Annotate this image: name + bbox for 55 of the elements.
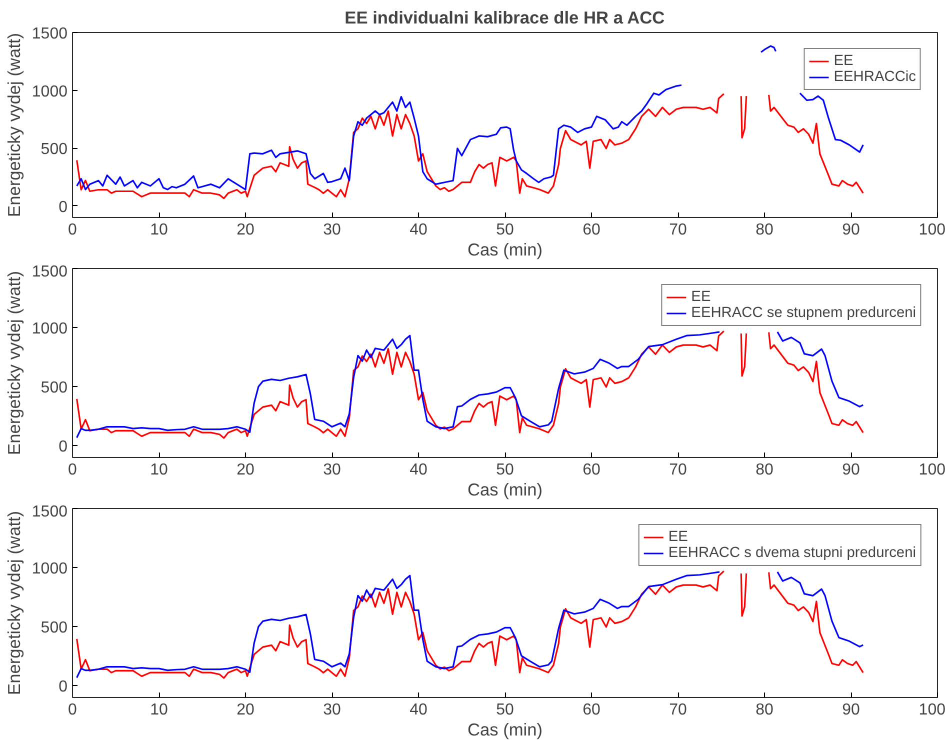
x-tick-label: 40 — [410, 702, 428, 718]
legend-label: EEHRACCic — [834, 69, 916, 85]
y-tick-label: 1000 — [32, 320, 68, 338]
x-tick-label: 10 — [150, 222, 168, 238]
x-tick-label: 20 — [236, 222, 254, 238]
y-axis-title: Energeticky vydej (watt) — [4, 511, 24, 695]
x-tick-label: 100 — [918, 702, 945, 718]
x-tick-label: 70 — [669, 702, 687, 718]
x-tick-label: 100 — [918, 222, 945, 238]
legend-label: EE — [668, 529, 688, 545]
y-axis-title: Energeticky vydej (watt) — [4, 33, 24, 217]
x-axis-title: Cas (min) — [467, 480, 543, 500]
legend-label: EE — [834, 53, 854, 69]
y-tick-label: 1000 — [32, 560, 68, 578]
y-tick-label: 500 — [40, 380, 68, 397]
x-tick-label: 40 — [410, 222, 428, 238]
chart-title: EE individualni kalibrace dle HR a ACC — [344, 8, 666, 28]
x-axis-title: Cas (min) — [467, 240, 543, 260]
x-tick-label: 70 — [669, 222, 687, 238]
x-tick-label: 60 — [582, 222, 600, 238]
y-tick-label: 500 — [40, 620, 68, 637]
y-tick-label: 1000 — [32, 83, 68, 100]
x-tick-label: 100 — [918, 462, 945, 478]
y-tick-label: 0 — [58, 198, 68, 216]
x-tick-label: 20 — [236, 462, 254, 478]
x-tick-label: 50 — [496, 222, 514, 238]
x-tick-label: 80 — [756, 222, 774, 238]
y-tick-label: 0 — [58, 438, 68, 456]
x-tick-label: 50 — [496, 702, 514, 718]
x-tick-label: 80 — [756, 702, 774, 718]
x-tick-label: 50 — [496, 462, 514, 478]
x-axis-title: Cas (min) — [467, 720, 543, 740]
x-tick-label: 90 — [842, 222, 860, 238]
x-tick-label: 10 — [150, 462, 168, 478]
x-tick-label: 80 — [756, 462, 774, 478]
x-tick-label: 90 — [842, 702, 860, 718]
legend-label: EEHRACC se stupnem predurceni — [691, 305, 916, 321]
y-axis-title: Energeticky vydej (watt) — [4, 271, 24, 455]
y-tick-label: 500 — [40, 141, 68, 158]
y-tick-label: 1500 — [32, 264, 68, 280]
x-tick-label: 30 — [323, 462, 341, 478]
x-tick-label: 60 — [582, 462, 600, 478]
x-tick-label: 20 — [236, 702, 254, 718]
legend-label: EEHRACC s dvema stupni predurceni — [668, 545, 916, 561]
x-tick-label: 60 — [582, 702, 600, 718]
x-tick-label: 30 — [323, 702, 341, 718]
x-tick-label: 30 — [323, 222, 341, 238]
y-tick-label: 1500 — [32, 504, 68, 520]
y-tick-label: 0 — [58, 678, 68, 696]
y-tick-label: 1500 — [32, 26, 68, 42]
x-tick-label: 40 — [410, 462, 428, 478]
x-tick-label: 70 — [669, 462, 687, 478]
x-tick-label: 10 — [150, 702, 168, 718]
x-tick-label: 90 — [842, 462, 860, 478]
legend-label: EE — [691, 289, 712, 305]
